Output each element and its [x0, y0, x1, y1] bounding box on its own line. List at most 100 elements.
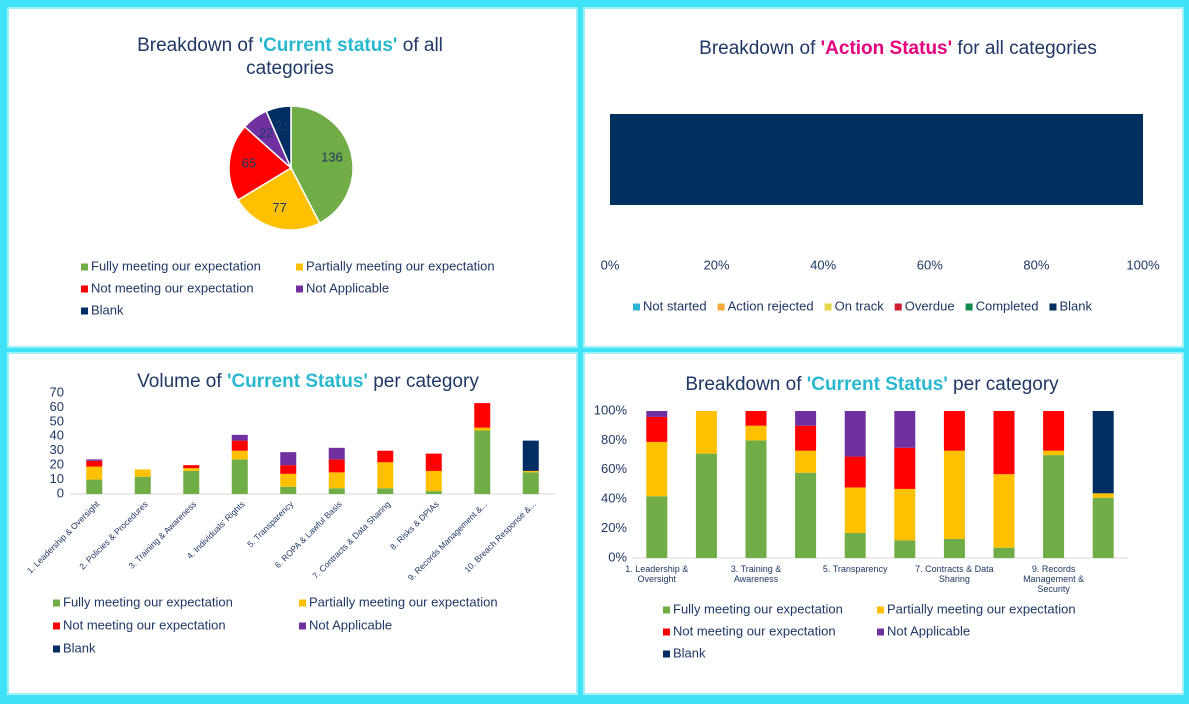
y-tick-label: 0: [57, 485, 64, 500]
bar-segment: [328, 472, 345, 489]
legend-marker: [1049, 303, 1057, 311]
bar-segment: [943, 538, 965, 558]
bar-segment: [183, 470, 200, 494]
y-tick-label: 70: [50, 384, 64, 399]
bar-segment: [894, 411, 916, 448]
bar-segment: [795, 425, 817, 451]
bar-segment: [86, 466, 103, 480]
legend-marker: [663, 650, 670, 658]
bar-segment: [522, 472, 539, 494]
legend-label: Blank: [1059, 298, 1092, 313]
x-tick-label: 1. Leadership & Oversight: [625, 564, 689, 584]
bar-segment: [1043, 411, 1065, 451]
legend-marker: [296, 285, 303, 293]
bar-segment: [522, 440, 539, 471]
bar-segment: [231, 450, 248, 460]
data-label: 65: [242, 156, 256, 171]
legend-label: Fully meeting our expectation: [63, 594, 233, 609]
pie-slice: [290, 105, 354, 225]
legend-marker: [81, 285, 88, 293]
bar-segment: [1043, 455, 1065, 558]
bar-segment: [993, 474, 1015, 548]
bar-segment: [844, 533, 866, 558]
legend-marker: [299, 622, 306, 630]
bar-segment: [183, 465, 200, 469]
title-text: per category: [947, 374, 1059, 395]
y-tick-label: 0%: [608, 549, 627, 564]
bar-segment: [522, 470, 539, 473]
legend-label: On track: [835, 298, 885, 313]
legend-label: Not started: [643, 298, 707, 313]
title-highlight: 'Action Status': [820, 38, 953, 59]
y-tick-label: 50: [50, 413, 64, 428]
legend-label: Not Applicable: [309, 617, 392, 632]
bar-segment: [844, 411, 866, 457]
bar-segment: [134, 469, 151, 477]
legend-label: Blank: [673, 645, 706, 660]
legend-label: Blank: [91, 302, 124, 317]
data-label: 21: [275, 118, 289, 133]
bar-segment: [745, 440, 767, 558]
bar-segment: [844, 487, 866, 534]
bar-segment: [795, 450, 817, 473]
title-text: Breakdown of: [137, 35, 259, 56]
legend-label: Not Applicable: [887, 623, 970, 638]
bar-segment: [231, 434, 248, 441]
legend-label: Completed: [976, 298, 1039, 313]
y-tick-label: 20: [50, 457, 64, 472]
title-highlight: 'Current Status': [806, 374, 948, 395]
legend-label: Partially meeting our expectation: [306, 258, 495, 273]
x-tick-label: 3. Training & Awareness: [730, 564, 782, 584]
bar-segment: [474, 403, 491, 428]
pie-slice: [236, 166, 321, 231]
y-tick-label: 60%: [601, 461, 627, 476]
x-tick-label: 0%: [601, 257, 620, 272]
title-text: of all categories: [246, 35, 443, 79]
data-label: 136: [321, 149, 343, 164]
bar-segment: [1043, 450, 1065, 456]
chart-title: Breakdown of 'Current Status' per catego…: [572, 373, 1172, 396]
bar-segment: [943, 450, 965, 539]
bar-segment: [1092, 497, 1114, 558]
bar-segment: [377, 450, 394, 463]
y-tick-label: 60: [50, 399, 64, 414]
bar-segment: [231, 459, 248, 494]
legend-marker: [877, 606, 884, 614]
legend-label: Partially meeting our expectation: [309, 594, 498, 609]
bar-segment: [894, 540, 916, 558]
x-tick-label: 20%: [704, 257, 730, 272]
legend-label: Action rejected: [728, 298, 814, 313]
bar-segment: [86, 479, 103, 494]
y-tick-label: 20%: [601, 520, 627, 535]
bar-segment: [328, 447, 345, 460]
data-label: 22: [259, 125, 273, 140]
legend-marker: [81, 263, 88, 271]
legend-marker: [824, 303, 832, 311]
x-tick-label: 80%: [1023, 257, 1049, 272]
y-tick-label: 100%: [594, 402, 628, 417]
title-text: per category: [367, 371, 479, 392]
bar-segment: [280, 452, 297, 466]
title-highlight: 'Current Status': [226, 371, 368, 392]
bar-segment: [377, 462, 394, 489]
legend-label: Partially meeting our expectation: [887, 601, 1076, 616]
bar-segment: [425, 453, 442, 471]
legend-marker: [965, 303, 973, 311]
bar-segment: [943, 411, 965, 451]
legend-label: Not meeting our expectation: [91, 280, 254, 295]
legend-marker: [717, 303, 725, 311]
title-text: Breakdown of: [699, 38, 821, 59]
x-tick-label: 40%: [810, 257, 836, 272]
bar-segment: [646, 496, 668, 558]
bar-segment: [795, 411, 817, 426]
title-highlight: 'Current status': [258, 35, 398, 56]
panel: [583, 352, 1184, 695]
legend-marker: [299, 599, 306, 607]
bar-segment: [1092, 493, 1114, 498]
title-text: for all categories: [952, 38, 1097, 59]
bar-segment: [425, 470, 442, 492]
pie-slice: [265, 105, 292, 169]
legend-marker: [296, 263, 303, 271]
